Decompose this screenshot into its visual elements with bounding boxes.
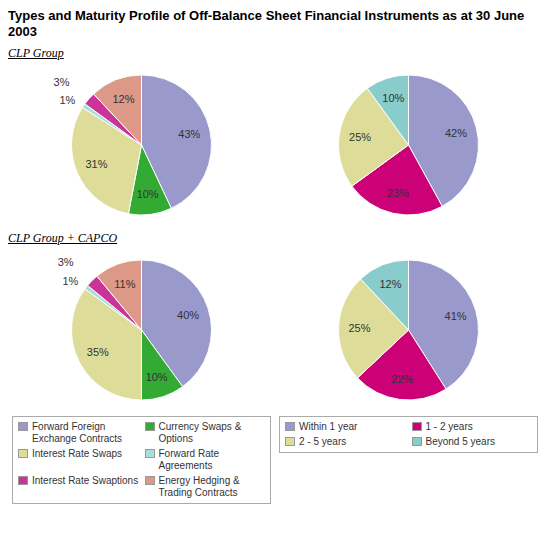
html-text:Within 1 year: Within 1 year xyxy=(299,421,358,432)
html-text:CLP Group + CAPCO: CLP Group + CAPCO xyxy=(8,231,118,245)
html-text:Beyond 5 years: Beyond 5 years xyxy=(425,436,495,447)
svg-text:10%: 10% xyxy=(146,371,168,383)
svg-text:23%: 23% xyxy=(387,187,409,199)
svg-text:40%: 40% xyxy=(177,309,199,321)
html-text:2 - 5 years: 2 - 5 years xyxy=(299,436,347,447)
svg-text:1%: 1% xyxy=(59,94,75,106)
svg-text:25%: 25% xyxy=(349,322,371,334)
svg-text:31%: 31% xyxy=(86,158,108,170)
html-text:CLP Group: CLP Group xyxy=(8,46,64,60)
svg-text:22%: 22% xyxy=(391,373,413,385)
svg-text:10%: 10% xyxy=(382,92,404,104)
html-text:Interest Rate Swaps: Interest Rate Swaps xyxy=(32,448,122,459)
svg-text:41%: 41% xyxy=(445,310,467,322)
html-text:Currency Swaps & Options: Currency Swaps & Options xyxy=(158,421,242,444)
svg-text:42%: 42% xyxy=(445,127,467,139)
svg-text:11%: 11% xyxy=(114,278,135,290)
svg-text:25%: 25% xyxy=(349,131,371,143)
svg-text:12%: 12% xyxy=(112,93,134,105)
html-text:Energy Hedging & Trading Contr: Energy Hedging & Trading Contracts xyxy=(158,475,240,498)
html-text:1 - 2 years: 1 - 2 years xyxy=(425,421,473,432)
html-text:Forward Rate Agreements: Forward Rate Agreements xyxy=(158,448,220,471)
svg-text:43%: 43% xyxy=(178,128,200,140)
html-text:Forward Foreign Exchange Contr: Forward Foreign Exchange Contracts xyxy=(32,421,123,444)
html-text:Types and Maturity Profile of: Types and Maturity Profile of Off-Balanc… xyxy=(8,8,525,39)
svg-text:3%: 3% xyxy=(54,76,70,88)
svg-text:35%: 35% xyxy=(87,346,109,358)
svg-text:12%: 12% xyxy=(379,278,401,290)
html-text:Interest Rate Swaptions: Interest Rate Swaptions xyxy=(32,475,139,486)
svg-text:3%: 3% xyxy=(58,256,74,268)
svg-text:10%: 10% xyxy=(137,188,159,200)
svg-text:1%: 1% xyxy=(62,275,78,287)
